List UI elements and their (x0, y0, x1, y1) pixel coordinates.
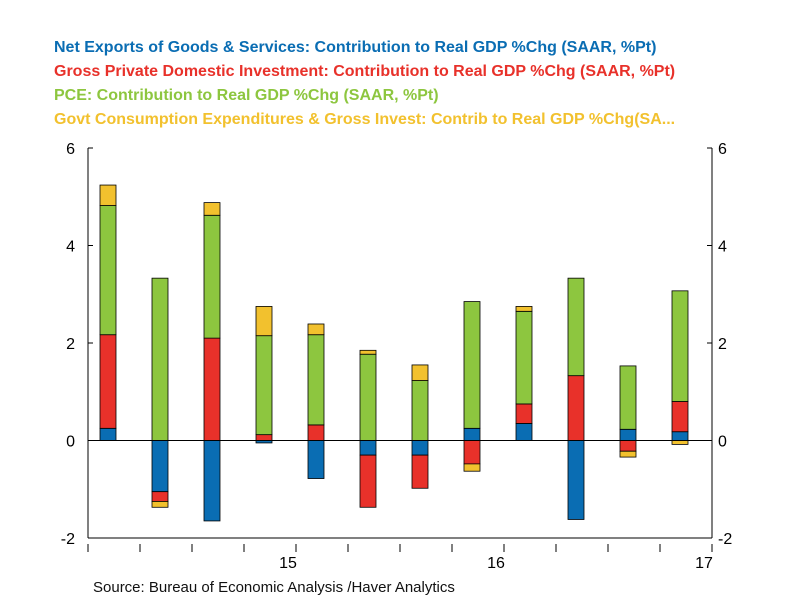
bar-segment (255, 335, 273, 436)
bar-segment (567, 375, 585, 441)
y-tick-label-right: 6 (718, 141, 727, 158)
bar-segment (515, 310, 533, 405)
bar-segment (515, 306, 533, 312)
y-tick-label-right: 2 (718, 336, 727, 353)
bar-segment (203, 337, 221, 441)
bar-segment (151, 491, 169, 502)
bar-segment (567, 277, 585, 377)
bar-segment (567, 440, 585, 520)
bar-segment (151, 277, 169, 441)
bar-segment (411, 380, 429, 441)
bar-segment (99, 184, 117, 206)
x-tick-label: 15 (279, 555, 297, 572)
bar-segment (359, 349, 377, 355)
legend-item-pce: PCE: Contribution to Real GDP %Chg (SAAR… (54, 87, 439, 104)
legend-item-govt: Govt Consumption Expenditures & Gross In… (54, 111, 676, 128)
bar-segment (463, 463, 481, 472)
bar-segment (619, 450, 637, 458)
y-tick-label-left: 6 (66, 141, 75, 158)
legend-item-investment: Gross Private Domestic Investment: Contr… (54, 63, 676, 80)
bar-segment (151, 440, 169, 493)
bar-segment (255, 306, 273, 337)
y-tick-label-left: -2 (61, 531, 75, 548)
bar-segment (463, 301, 481, 429)
bar-segment (307, 323, 325, 336)
bar-segment (411, 440, 429, 456)
bar-segment (359, 440, 377, 456)
bar-segment (203, 440, 221, 522)
bar-segment (307, 440, 325, 479)
bar-segment (619, 428, 637, 441)
bar-segment (151, 501, 169, 508)
bar-segment (463, 427, 481, 441)
bar-segment (515, 403, 533, 424)
bar-segment (99, 427, 117, 441)
bar-segment (203, 214, 221, 339)
bar-segment (307, 424, 325, 441)
bar-segment (359, 454, 377, 508)
bar-segment (411, 364, 429, 381)
legend: Net Exports of Goods & Services: Contrib… (54, 36, 675, 132)
bar-segment (411, 454, 429, 489)
bar-segment (203, 202, 221, 216)
bar-segment (307, 334, 325, 426)
source-note: Source: Bureau of Economic Analysis /Hav… (93, 579, 455, 596)
y-tick-label-left: 0 (66, 434, 75, 451)
y-tick-label-right: 4 (718, 239, 727, 256)
bar-segment (255, 434, 273, 441)
bar-segment (99, 334, 117, 429)
bar-segment (619, 365, 637, 430)
bar-segment (99, 205, 117, 336)
legend-item-net-exports: Net Exports of Goods & Services: Contrib… (54, 39, 657, 56)
bar-segment (619, 440, 637, 452)
y-tick-label-left: 2 (66, 336, 75, 353)
bar-segment (671, 431, 689, 441)
bar-segment (515, 423, 533, 441)
y-tick-label-right: 0 (718, 434, 727, 451)
y-tick-label-right: -2 (718, 531, 732, 548)
x-tick-label: 17 (695, 555, 713, 572)
bar-segment (671, 401, 689, 433)
bar-segment (671, 440, 689, 445)
x-tick-label: 16 (487, 555, 505, 572)
bar-segment (463, 440, 481, 465)
bar-segment (359, 353, 377, 441)
bar-segment (671, 290, 689, 402)
y-tick-label-left: 4 (66, 239, 75, 256)
